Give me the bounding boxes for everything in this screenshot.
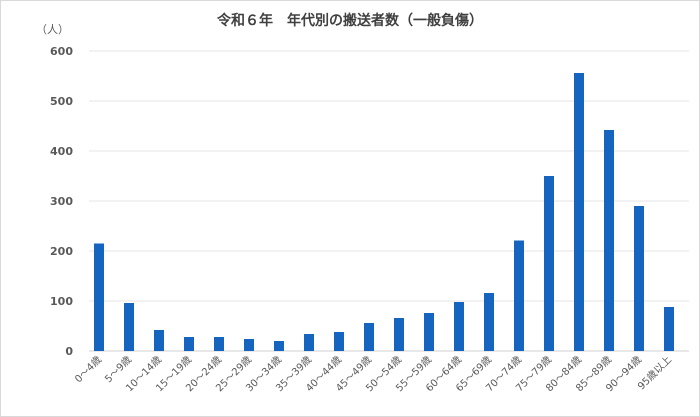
bar xyxy=(124,303,134,351)
bar xyxy=(634,206,644,351)
bar xyxy=(94,243,104,351)
bar xyxy=(574,73,584,351)
bar xyxy=(394,318,404,351)
bar xyxy=(364,323,374,351)
bar xyxy=(484,293,494,351)
y-tick-label: 0 xyxy=(65,345,73,358)
bar xyxy=(334,332,344,351)
chart-title: 令和６年 年代別の搬送者数（一般負傷） xyxy=(217,13,483,29)
bar xyxy=(304,334,314,351)
y-tick-label: 100 xyxy=(50,295,73,308)
y-tick-label: 200 xyxy=(50,245,73,258)
bar xyxy=(184,337,194,351)
bar xyxy=(514,240,524,351)
y-tick-label: 300 xyxy=(50,195,73,208)
x-tick-label: 0～4歳 xyxy=(72,354,104,386)
bar xyxy=(274,341,284,351)
y-tick-label: 500 xyxy=(50,95,73,108)
y-tick-label: 400 xyxy=(50,145,73,158)
bar xyxy=(214,337,224,351)
bar xyxy=(424,313,434,351)
bar xyxy=(544,176,554,351)
bar xyxy=(604,130,614,351)
bar xyxy=(244,339,254,351)
bar xyxy=(664,307,674,351)
bar xyxy=(154,330,164,351)
y-axis-unit-label: （人） xyxy=(36,23,69,36)
y-tick-label: 600 xyxy=(50,45,73,58)
bar xyxy=(454,302,464,351)
